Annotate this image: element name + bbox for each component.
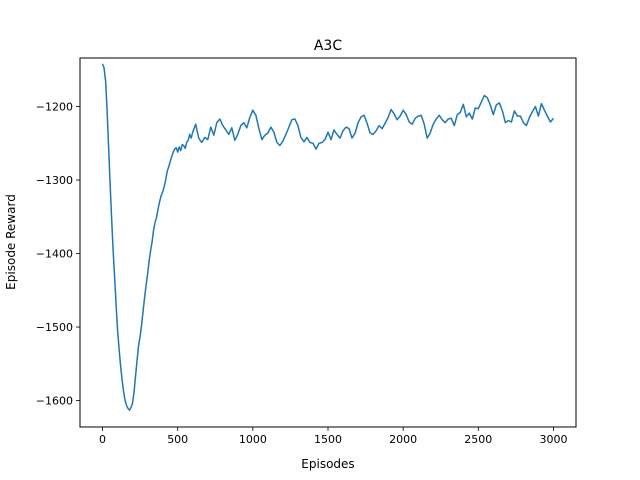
x-tick-label: 1500 (314, 433, 342, 446)
y-tick-label: −1300 (36, 174, 73, 187)
y-tick-label: −1600 (36, 395, 73, 408)
plot-area (80, 58, 576, 427)
y-axis-label: Episode Reward (4, 194, 18, 290)
x-tick-label: 1000 (239, 433, 267, 446)
x-tick-label: 500 (167, 433, 188, 446)
x-tick-label: 3000 (539, 433, 567, 446)
x-tick-label: 2000 (389, 433, 417, 446)
y-tick-label: −1200 (36, 101, 73, 114)
x-tick-label: 2500 (464, 433, 492, 446)
x-axis-label: Episodes (301, 457, 354, 471)
y-tick-label: −1500 (36, 321, 73, 334)
chart-title: A3C (314, 38, 342, 54)
x-tick-label: 0 (99, 433, 106, 446)
series-layer (101, 63, 555, 411)
x-axis-ticks: 0 500 1000 1500 2000 2500 3000 (99, 427, 567, 446)
series-line (101, 63, 555, 411)
plot-frame (79, 57, 577, 428)
y-tick-label: −1400 (36, 248, 73, 261)
y-axis-ticks: −1600 −1500 −1400 −1300 −1200 (36, 101, 80, 408)
